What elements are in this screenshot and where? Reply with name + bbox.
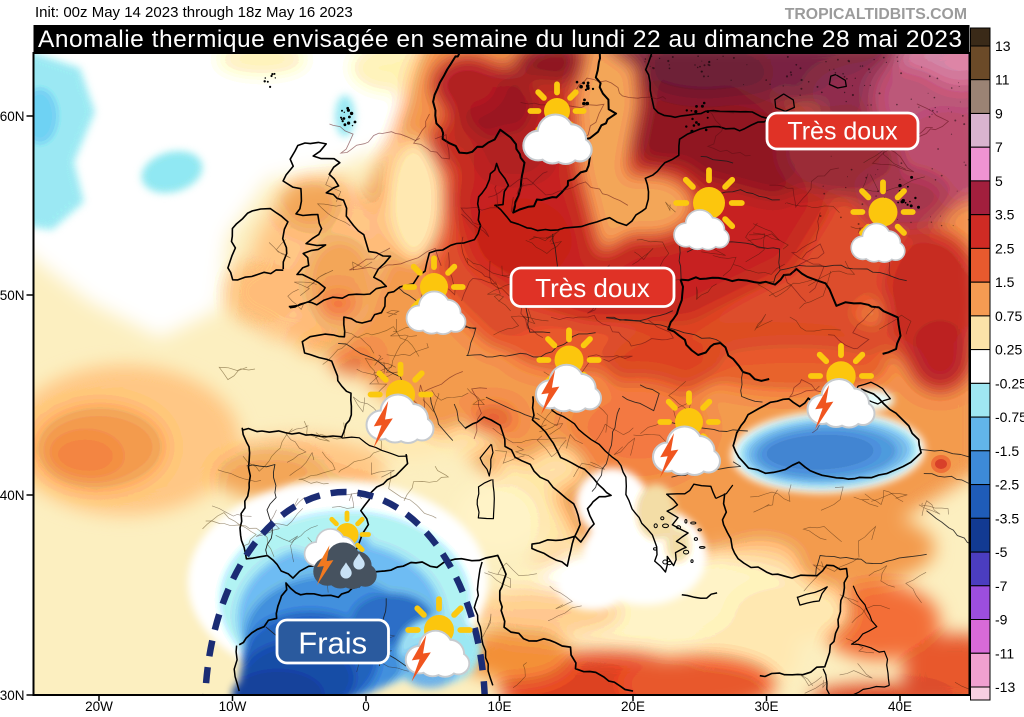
svg-text:-2.5: -2.5 [995, 477, 1019, 493]
svg-text:3.5: 3.5 [995, 207, 1015, 223]
svg-text:7: 7 [995, 139, 1003, 155]
svg-text:TROPICALTIDBITS.COM: TROPICALTIDBITS.COM [785, 6, 967, 23]
svg-text:11: 11 [995, 72, 1010, 88]
svg-text:40N: 40N [0, 488, 25, 503]
svg-text:Très doux: Très doux [535, 273, 650, 303]
svg-text:Init: 00z May 14 2023 through: Init: 00z May 14 2023 through 18z May 16… [35, 4, 353, 21]
svg-text:5: 5 [995, 173, 1003, 189]
svg-text:-11: -11 [995, 645, 1014, 661]
svg-text:-0.25: -0.25 [995, 375, 1024, 391]
svg-text:13: 13 [995, 38, 1011, 54]
svg-text:Très doux: Très doux [787, 118, 898, 146]
svg-text:-7: -7 [995, 578, 1008, 594]
svg-text:1.5: 1.5 [995, 274, 1015, 290]
svg-text:-5: -5 [995, 544, 1008, 560]
svg-text:20W: 20W [85, 699, 113, 714]
svg-text:-3.5: -3.5 [995, 510, 1019, 526]
svg-text:0: 0 [362, 699, 370, 714]
svg-text:10E: 10E [487, 699, 511, 714]
svg-text:0.25: 0.25 [995, 342, 1022, 358]
svg-text:-13: -13 [995, 679, 1015, 695]
svg-text:Frais: Frais [298, 626, 367, 661]
svg-text:20E: 20E [621, 699, 645, 714]
svg-text:2.5: 2.5 [995, 240, 1015, 256]
svg-text:30N: 30N [0, 688, 25, 703]
svg-text:40E: 40E [888, 699, 912, 714]
svg-text:Anomalie thermique envisagée e: Anomalie thermique envisagée en semaine … [38, 26, 962, 53]
svg-text:0.75: 0.75 [995, 308, 1022, 324]
svg-text:50N: 50N [0, 288, 25, 303]
svg-text:-9: -9 [995, 612, 1008, 628]
svg-text:30E: 30E [754, 699, 778, 714]
svg-text:9: 9 [995, 106, 1003, 122]
svg-text:-0.75: -0.75 [995, 409, 1024, 425]
svg-text:10W: 10W [219, 699, 247, 714]
svg-text:60N: 60N [0, 109, 25, 124]
svg-text:-1.5: -1.5 [995, 443, 1019, 459]
